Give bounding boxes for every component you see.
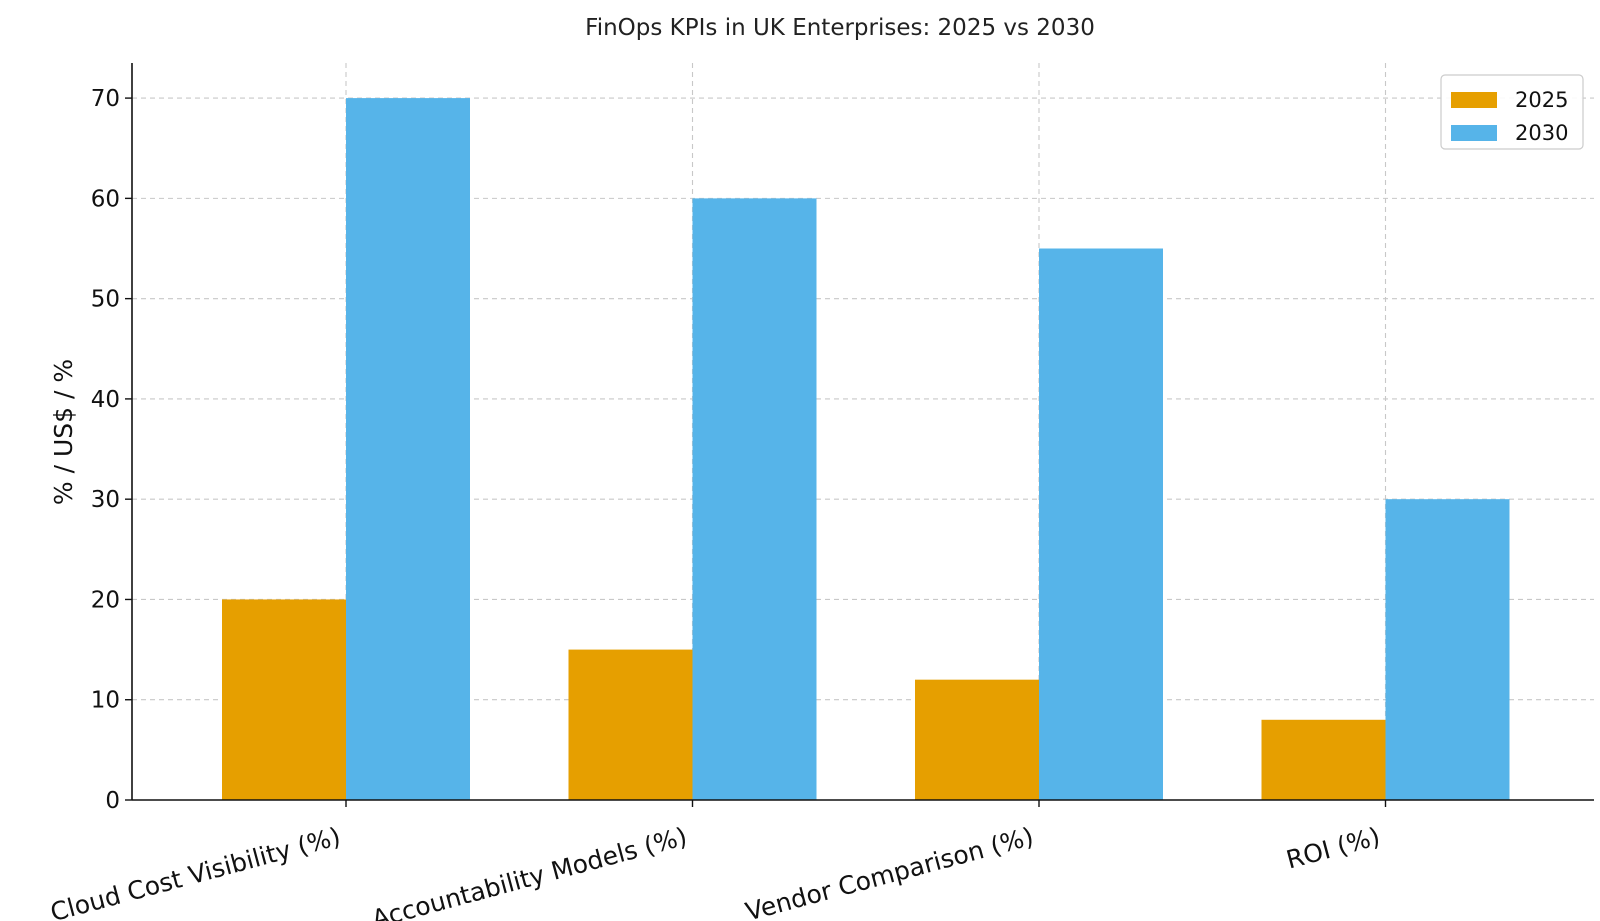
- y-tick-label: 10: [91, 688, 120, 714]
- y-tick-label: 30: [91, 487, 120, 513]
- x-tick-label: Cloud Cost Visibility (%): [47, 822, 343, 921]
- bar-2030-4: [1385, 499, 1510, 800]
- bar-2030-3: [1039, 248, 1163, 800]
- chart-title: FinOps KPIs in UK Enterprises: 2025 vs 2…: [585, 15, 1095, 41]
- y-tick-label: 0: [105, 788, 120, 814]
- bar-2025-3: [915, 679, 1039, 800]
- x-tick-label: Vendor Comparison (%): [742, 822, 1036, 921]
- y-tick-label: 60: [91, 186, 120, 212]
- y-tick-label: 40: [91, 387, 120, 413]
- x-tick-label: ROI (%): [1283, 822, 1383, 875]
- y-ticks: 0 10 20 30 40 50 60 70: [91, 86, 132, 814]
- legend-swatch-2025: [1451, 92, 1497, 108]
- y-tick-label: 70: [91, 86, 120, 112]
- y-tick-label: 20: [91, 587, 120, 613]
- axes: [131, 63, 1594, 801]
- bar-2025-2: [568, 649, 693, 800]
- bar-2030-2: [692, 198, 817, 801]
- bar-2025-1: [222, 599, 346, 800]
- legend-swatch-2030: [1451, 125, 1497, 141]
- legend: 2025 2030: [1440, 74, 1584, 150]
- bar-2025-4: [1261, 719, 1386, 800]
- bars: [222, 98, 1510, 801]
- y-tick-label: 50: [91, 287, 120, 313]
- y-axis-label: % / US$ / %: [49, 359, 78, 505]
- legend-label-2025: 2025: [1515, 88, 1568, 112]
- legend-label-2030: 2030: [1515, 121, 1568, 145]
- bar-2030-1: [346, 98, 470, 801]
- x-ticks: Cloud Cost Visibility (%) Accountability …: [47, 800, 1387, 921]
- x-tick-label: Accountability Models (%): [369, 822, 690, 921]
